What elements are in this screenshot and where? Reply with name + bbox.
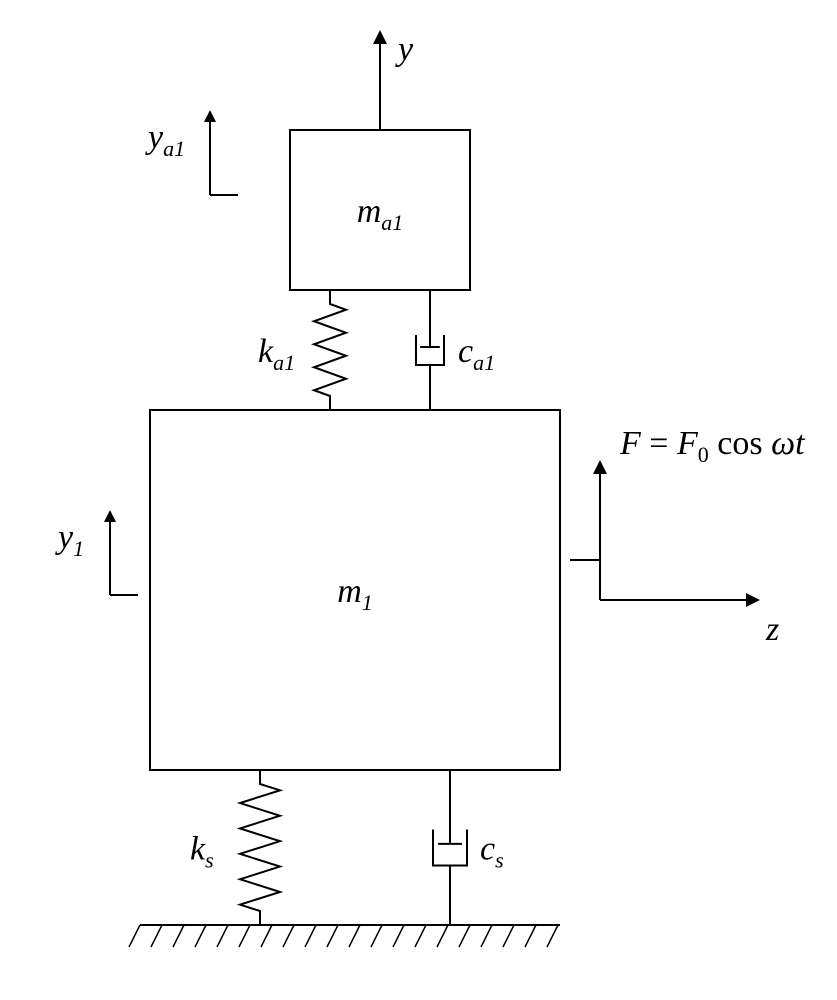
z-axis-arrow — [600, 593, 760, 607]
y-axis-arrow — [373, 30, 387, 130]
label-ka1: ka1 — [258, 333, 295, 375]
ground — [129, 925, 560, 947]
force-arrow — [570, 460, 607, 560]
label-m1: m1 — [337, 573, 373, 615]
label-z-axis: z — [765, 611, 779, 648]
spring-ks — [240, 770, 280, 925]
label-y-axis: y — [395, 31, 414, 68]
label-ya1: ya1 — [145, 119, 185, 161]
spring-ka1 — [314, 290, 346, 410]
ya1-arrow — [204, 110, 238, 195]
label-cs: cs — [480, 831, 504, 873]
label-ca1: ca1 — [458, 333, 495, 375]
label-force-equation: F = F0 cos ωt — [619, 425, 806, 467]
label-ks: ks — [190, 831, 214, 873]
label-y1: y1 — [55, 519, 84, 561]
damper-ca1 — [416, 290, 444, 410]
y1-arrow — [104, 510, 138, 595]
damper-cs — [433, 770, 467, 925]
label-ma1: ma1 — [357, 193, 404, 235]
